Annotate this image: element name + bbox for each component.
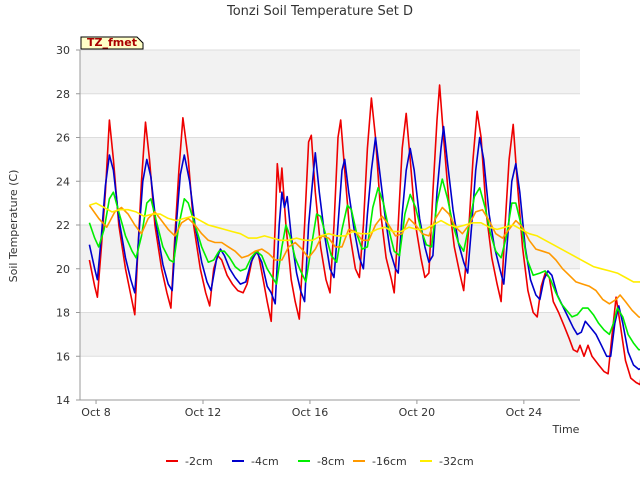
chart-title: Tonzi Soil Temperature Set D <box>226 4 413 19</box>
grid-band <box>80 137 580 182</box>
series-lines <box>88 84 640 386</box>
grid-band <box>80 312 580 357</box>
station-badge-label: TZ_fmet <box>87 36 137 49</box>
y-tick-label: 22 <box>56 219 70 232</box>
series-line-0 <box>88 84 640 386</box>
y-tick-label: 28 <box>56 88 70 101</box>
series-line-2 <box>88 178 640 351</box>
x-axis-label: Time <box>552 423 580 436</box>
grid-band <box>80 50 580 94</box>
series-line-3 <box>88 204 640 319</box>
axes: 14 16 18 20 22 24 26 28 30 Oct 8 Oct 12 Oct 16 Oct 2… <box>56 44 580 419</box>
x-tick-label: Oct 16 <box>292 406 329 419</box>
x-tick-label: Oct 12 <box>185 406 222 419</box>
legend-label-2: -8cm <box>317 455 345 468</box>
y-tick-label: 16 <box>56 350 70 363</box>
series-line-4 <box>89 202 640 283</box>
y-tick-label: 20 <box>56 263 70 276</box>
x-tick-label: Oct 8 <box>81 406 111 419</box>
y-tick-label: 30 <box>56 44 70 57</box>
legend-label-1: -4cm <box>251 455 279 468</box>
x-tick-label: Oct 20 <box>399 406 436 419</box>
legend-label-0: -2cm <box>185 455 213 468</box>
legend-label-3: -16cm <box>372 455 407 468</box>
station-badge-box <box>80 36 144 50</box>
legend-label-4: -32cm <box>439 455 474 468</box>
y-tick-label: 18 <box>56 307 70 320</box>
legend: -2cm -4cm -8cm -16cm -32cm <box>166 455 474 468</box>
y-tick-label: 14 <box>56 394 70 407</box>
station-badge: TZ_fmet <box>80 36 144 50</box>
y-axis-label: Soil Temperature (C) <box>7 170 20 283</box>
x-tick-label: Oct 24 <box>506 406 543 419</box>
y-tick-label: 26 <box>56 132 70 145</box>
y-tick-label: 24 <box>56 175 70 188</box>
